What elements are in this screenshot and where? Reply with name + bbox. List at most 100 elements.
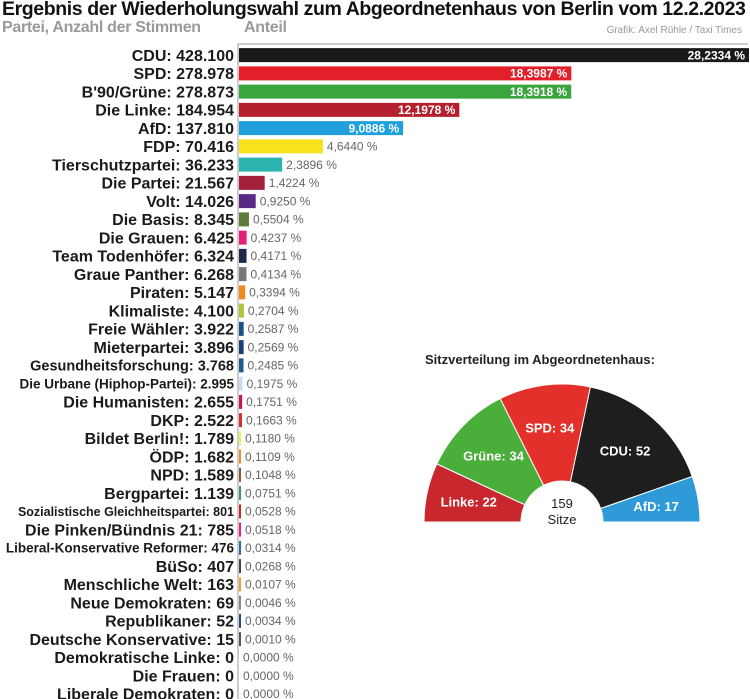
bar-row: Die Urbane (Hiphop-Partei): 2.995 0,1975 … xyxy=(19,376,297,391)
party-label: Volt: 14.026 xyxy=(146,194,234,211)
seat-slice-label: Linke: 22 xyxy=(441,494,497,509)
bar-row: Graue Panther: 6.268 0,4134 % xyxy=(74,267,302,284)
share-label: 0,0107 % xyxy=(245,578,296,592)
bar-row: Die Frauen: 0 0,0000 % xyxy=(133,668,294,685)
bar-row: Klimaliste: 4.100 0,2704 % xyxy=(109,303,299,320)
bar xyxy=(239,504,241,519)
party-label: Mieterpartei: 3.896 xyxy=(93,340,234,357)
bar-row: SPD: 278.978 18,3987 % xyxy=(133,66,572,83)
share-label: 0,0046 % xyxy=(245,596,296,610)
bar xyxy=(239,212,249,227)
bar-row: Liberale Demokraten: 0 0,0000 % xyxy=(57,687,294,699)
share-label: 0,2569 % xyxy=(248,340,299,354)
bar xyxy=(239,66,572,81)
share-label: 0,0000 % xyxy=(243,669,294,683)
share-label: 0,1048 % xyxy=(245,468,296,482)
seat-slice-label: Grüne: 34 xyxy=(463,448,524,463)
bar-row: Mieterpartei: 3.896 0,2569 % xyxy=(93,340,298,357)
party-label: BüSo: 407 xyxy=(156,559,234,576)
party-label: Die Grauen: 6.425 xyxy=(99,230,234,247)
bar xyxy=(239,303,244,318)
bar xyxy=(239,340,244,355)
bar-row: FDP: 70.416 4,6440 % xyxy=(143,139,378,156)
bar xyxy=(239,595,241,610)
share-label: 0,0518 % xyxy=(245,523,296,537)
seat-slice-label: CDU: 52 xyxy=(600,443,651,458)
chart-credit: Grafik: Axel Rühle / Taxi Times xyxy=(606,25,742,36)
bar-row: Bildet Berlin!: 1.789 0,1180 % xyxy=(85,431,296,448)
party-label: Die Pinken/Bündnis 21: 785 xyxy=(25,522,234,539)
share-label: 0,1751 % xyxy=(246,395,297,409)
bar xyxy=(239,413,243,428)
seat-slice xyxy=(600,475,701,523)
party-label: NPD: 1.589 xyxy=(150,468,234,485)
share-label: 1,4224 % xyxy=(269,176,320,190)
seat-slice-label: SPD: 34 xyxy=(525,420,575,435)
bar xyxy=(239,285,246,300)
bar-row: Tierschutzpartei: 36.233 2,3896 % xyxy=(52,157,337,174)
bar-row: Demokratische Linke: 0 0,0000 % xyxy=(54,650,294,667)
bar-row: BüSo: 407 0,0268 % xyxy=(156,559,296,576)
bar-row: DKP: 2.522 0,1663 % xyxy=(150,413,297,430)
bar xyxy=(239,157,283,172)
party-label: AfD: 137.810 xyxy=(138,121,234,138)
share-label: 0,0314 % xyxy=(245,541,296,555)
party-label: Menschliche Welt: 163 xyxy=(64,577,235,594)
party-label: ÖDP: 1.682 xyxy=(150,447,235,466)
party-label: Liberal-Konservative Reformer: 476 xyxy=(6,541,235,556)
share-label: 0,4237 % xyxy=(251,231,302,245)
bar xyxy=(239,321,244,336)
bar xyxy=(239,467,241,482)
bar-row: Die Grauen: 6.425 0,4237 % xyxy=(99,230,302,247)
share-label: 4,6440 % xyxy=(327,140,378,154)
share-label: 0,0000 % xyxy=(243,651,294,665)
bar xyxy=(239,248,247,263)
party-label: Die Frauen: 0 xyxy=(133,668,234,685)
bar xyxy=(239,632,241,647)
bar-row: AfD: 137.810 9,0886 % xyxy=(138,121,404,138)
seat-chart-title: Sitzverteilung im Abgeordnetenhaus: xyxy=(425,352,655,367)
bar-row: Freie Wähler: 3.922 0,2587 % xyxy=(88,322,299,339)
bar xyxy=(239,267,247,282)
bar-row: Die Pinken/Bündnis 21: 785 0,0518 % xyxy=(25,522,296,539)
share-label: 0,0000 % xyxy=(243,687,294,699)
bar xyxy=(239,431,242,446)
bar-row: Sozialistische Gleichheitspartei: 801 0,0… xyxy=(18,504,296,519)
share-label: 0,2485 % xyxy=(247,359,298,373)
party-label: Graue Panther: 6.268 xyxy=(74,267,234,284)
share-label: 0,1180 % xyxy=(245,432,295,446)
share-label: 0,2704 % xyxy=(248,304,299,318)
bar-row: Die Partei: 21.567 1,4224 % xyxy=(101,176,319,193)
seat-slice xyxy=(569,386,693,510)
bar xyxy=(239,194,256,209)
bar-row: B'90/Grüne: 278.873 18,3918 % xyxy=(82,84,572,101)
bar xyxy=(239,394,243,409)
bar-row: Liberal-Konservative Reformer: 476 0,0314… xyxy=(6,541,296,556)
bar xyxy=(239,522,241,537)
party-label: FDP: 70.416 xyxy=(143,139,234,156)
party-label: Die Basis: 8.345 xyxy=(112,212,234,229)
party-label: DKP: 2.522 xyxy=(150,413,234,430)
bar xyxy=(239,577,241,592)
subtitle-party-votes: Partei, Anzahl der Stimmen xyxy=(2,19,201,36)
share-label: 0,0751 % xyxy=(245,486,296,500)
bar xyxy=(239,613,241,628)
bar xyxy=(239,540,241,555)
party-label: Deutsche Konservative: 15 xyxy=(29,632,234,649)
bar xyxy=(239,486,241,501)
seat-total-unit: Sitze xyxy=(548,512,577,527)
share-label: 28,2334 % xyxy=(688,48,746,62)
party-label: Demokratische Linke: 0 xyxy=(54,650,234,667)
party-label: Neue Demokraten: 69 xyxy=(70,595,234,612)
bar-row: Bergpartei: 1.139 0,0751 % xyxy=(104,486,296,503)
bar xyxy=(239,84,572,99)
bar-row: Team Todenhöfer: 6.324 0,4171 % xyxy=(52,249,301,266)
bar-row: Gesundheitsforschung: 3.768 0,2485 % xyxy=(30,358,299,375)
bar xyxy=(239,139,323,154)
party-label: Bergpartei: 1.139 xyxy=(104,486,234,503)
share-label: 0,4134 % xyxy=(250,267,301,281)
bar-row: Die Linke: 184.954 12,1978 % xyxy=(95,103,460,120)
bar-row: CDU: 428.100 28,2334 % xyxy=(132,48,749,65)
